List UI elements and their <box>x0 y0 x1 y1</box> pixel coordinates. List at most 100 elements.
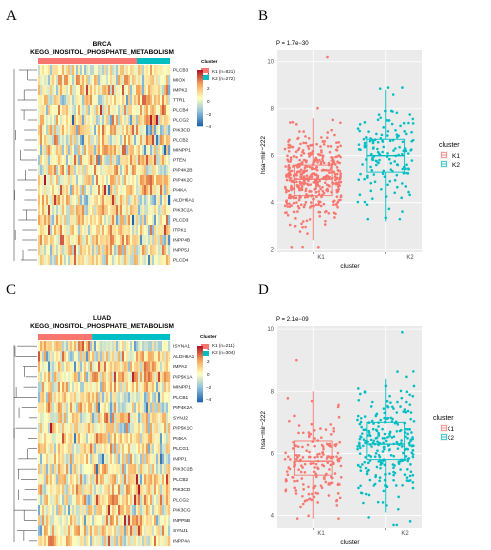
heatmap-cell <box>70 392 73 403</box>
heatmap-cell <box>50 215 53 226</box>
heatmap-cell <box>112 75 115 86</box>
heatmap-cell <box>52 115 55 126</box>
heatmap-cell <box>94 423 97 434</box>
heatmap-cell <box>50 75 53 86</box>
heatmap-cell <box>160 453 163 465</box>
data-point <box>393 160 396 163</box>
heatmap-cell <box>114 494 117 506</box>
data-point <box>320 455 323 459</box>
heatmap-cell <box>98 215 101 226</box>
heatmap-cell <box>138 412 141 424</box>
heatmap-cell <box>166 484 169 495</box>
heatmap-cell <box>164 115 167 126</box>
row-dendrogram <box>13 345 37 542</box>
heatmap-cell <box>64 443 67 454</box>
heatmap-cell <box>106 195 109 206</box>
data-point <box>356 463 360 467</box>
heatmap-cell <box>110 195 113 206</box>
data-point <box>304 160 308 164</box>
heatmap-cell <box>82 165 85 176</box>
color-scale-segment <box>197 348 203 351</box>
heatmap-cell <box>74 494 77 506</box>
heatmap-cell <box>116 165 119 176</box>
heatmap-cell <box>126 464 129 475</box>
heatmap-cell <box>94 155 97 166</box>
heatmap-cell <box>50 525 53 536</box>
heatmap-cell <box>82 525 85 536</box>
heatmap-cell <box>160 105 163 116</box>
heatmap-cell <box>38 412 41 424</box>
heatmap-cell <box>116 361 119 372</box>
heatmap-cell <box>84 245 87 256</box>
data-point <box>285 178 289 182</box>
heatmap-cell <box>82 494 85 506</box>
heatmap-cell <box>118 433 121 444</box>
data-point <box>322 202 326 206</box>
data-point <box>376 147 379 151</box>
heatmap-cell <box>124 423 127 434</box>
heatmap-cell <box>90 155 93 166</box>
heatmap-cell <box>66 392 69 403</box>
heatmap-cell <box>124 235 127 246</box>
heatmap-cell <box>148 515 151 526</box>
data-point <box>299 175 302 179</box>
heatmap-cell <box>152 515 155 526</box>
heatmap-cell <box>92 185 95 196</box>
heatmap-cell <box>128 215 131 226</box>
heatmap-cell <box>142 255 145 266</box>
heatmap-cell <box>120 433 123 444</box>
heatmap-cell <box>146 464 149 475</box>
heatmap-cell <box>114 505 117 516</box>
data-point <box>410 431 413 434</box>
series-k1 <box>283 358 343 520</box>
heatmap-cell <box>66 443 69 454</box>
data-point <box>320 486 324 490</box>
heatmap-cell <box>80 115 83 126</box>
heatmap-cell <box>140 65 143 76</box>
data-point <box>407 441 411 445</box>
heatmap-cell <box>104 412 107 424</box>
heatmap-cell <box>100 494 103 506</box>
heatmap-cell <box>122 145 125 156</box>
data-point <box>339 476 343 479</box>
heatmap-cell <box>94 382 97 393</box>
heatmap-cell <box>48 125 51 136</box>
data-point <box>363 200 367 204</box>
heatmap-cell <box>144 341 147 352</box>
heatmap-cell <box>60 494 63 506</box>
heatmap-cell <box>80 515 83 526</box>
heatmap-cell <box>88 484 91 495</box>
heatmap-cell <box>44 371 47 383</box>
heatmap-cell <box>168 255 171 266</box>
heatmap-cell <box>122 494 125 506</box>
heatmap-cell <box>154 115 157 126</box>
heatmap-cell <box>80 235 83 246</box>
heatmap-cell <box>120 402 123 413</box>
heatmap-cell <box>148 65 151 76</box>
data-point <box>294 453 298 457</box>
heatmap-cell <box>128 165 131 176</box>
heatmap-cell <box>84 135 87 146</box>
y-tick-label: 4 <box>271 201 275 207</box>
heatmap-cell <box>66 535 69 547</box>
data-point <box>392 454 396 458</box>
heatmap-cell <box>168 75 171 86</box>
heatmap-cell <box>44 245 47 256</box>
data-point <box>336 459 340 463</box>
heatmap-cell <box>38 371 41 383</box>
heatmap-cell <box>42 205 45 216</box>
heatmap-cell <box>62 215 65 226</box>
heatmap-cell <box>74 155 77 166</box>
heatmap-cell <box>144 125 147 136</box>
data-point <box>359 420 363 424</box>
heatmap-cell <box>100 245 103 256</box>
heatmap-cell <box>100 433 103 444</box>
heatmap-row <box>38 165 171 176</box>
heatmap-cell <box>44 195 47 206</box>
heatmap-cell <box>142 225 145 236</box>
heatmap-cell <box>104 464 107 475</box>
heatmap-cell <box>44 525 47 536</box>
heatmap-cell <box>146 351 149 362</box>
heatmap-cell <box>114 195 117 206</box>
heatmap-cell <box>94 371 97 383</box>
